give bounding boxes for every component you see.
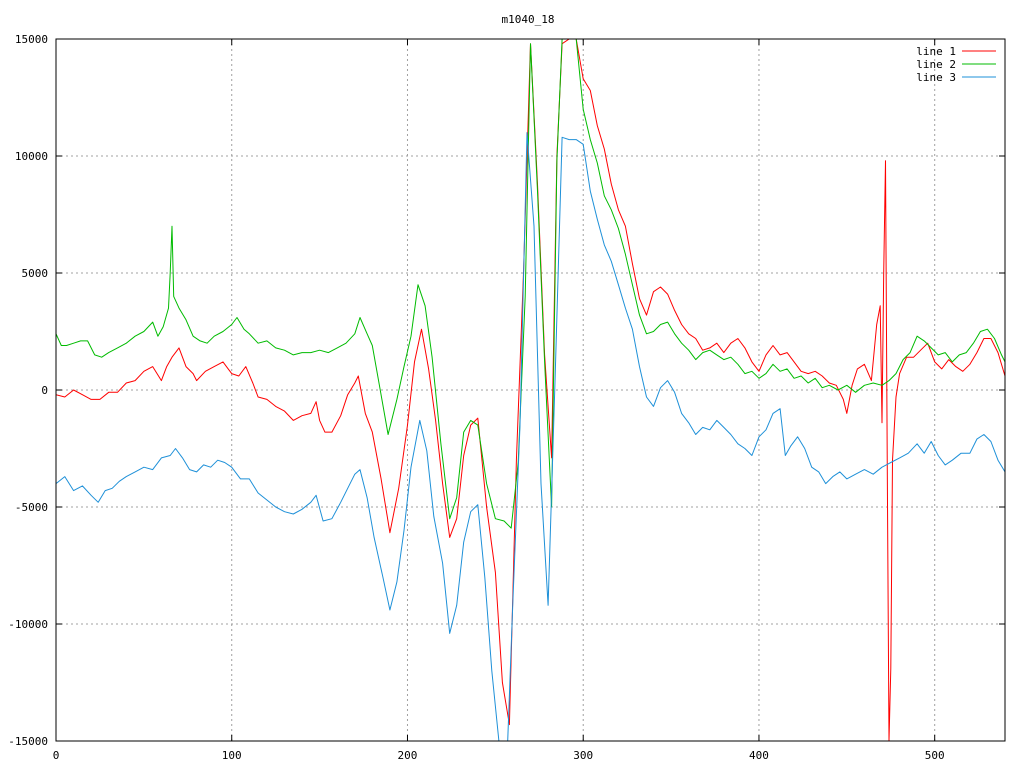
y-tick-label: -15000 bbox=[8, 735, 48, 748]
x-tick-label: 300 bbox=[573, 749, 593, 762]
x-tick-label: 200 bbox=[398, 749, 418, 762]
x-tick-label: 100 bbox=[222, 749, 242, 762]
chart-title: m1040_18 bbox=[502, 13, 555, 26]
y-tick-label: 10000 bbox=[15, 150, 48, 163]
series-line-1 bbox=[56, 39, 1005, 741]
grid-lines bbox=[56, 39, 1005, 741]
x-tick-label: 400 bbox=[749, 749, 769, 762]
plot-frame bbox=[55, 38, 1006, 742]
plot-area bbox=[56, 39, 1005, 741]
series-line-3 bbox=[56, 132, 1005, 741]
legend-label: line 3 bbox=[916, 71, 956, 84]
axis-ticks: 0 100 200 300 400 500 -15000 -10000 -5000 0 5000 10… bbox=[8, 33, 1005, 762]
y-tick-label: 5000 bbox=[22, 267, 49, 280]
x-tick-label: 0 bbox=[53, 749, 60, 762]
y-tick-label: -10000 bbox=[8, 618, 48, 631]
series-line-2 bbox=[56, 39, 1005, 529]
y-tick-label: -5000 bbox=[15, 501, 48, 514]
y-tick-label: 0 bbox=[41, 384, 48, 397]
x-tick-label: 500 bbox=[925, 749, 945, 762]
y-tick-label: 15000 bbox=[15, 33, 48, 46]
legend-label: line 2 bbox=[916, 58, 956, 71]
legend-label: line 1 bbox=[916, 45, 956, 58]
